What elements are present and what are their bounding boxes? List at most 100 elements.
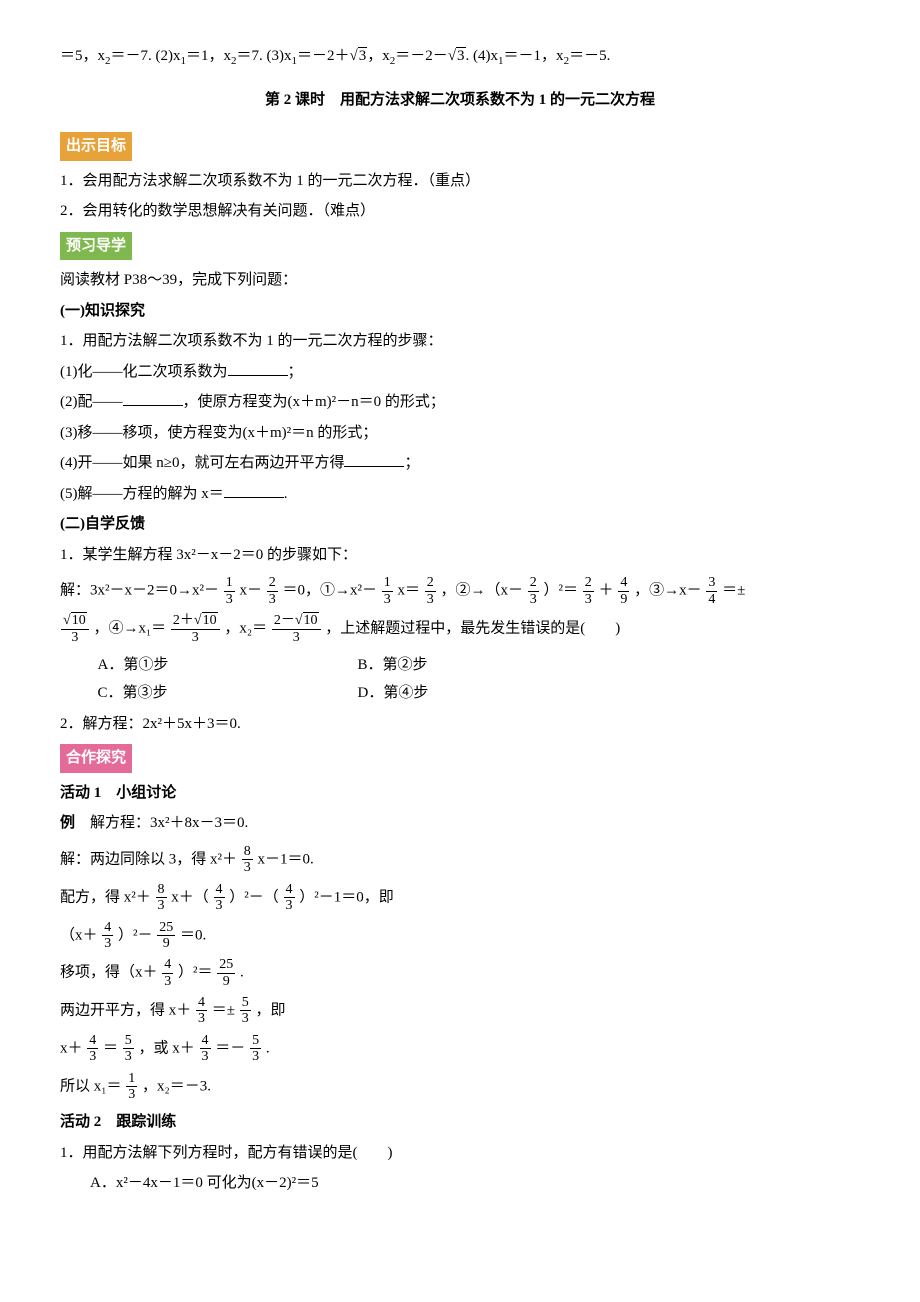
t: ）²－1＝0，即	[299, 889, 394, 905]
den: 4	[706, 592, 717, 607]
den: 3	[267, 592, 278, 607]
b1-choices-row1: A．第①步 B．第②步	[60, 651, 860, 680]
den: 3	[242, 860, 253, 875]
num: 4	[214, 882, 225, 898]
t: ）²＝	[544, 583, 579, 599]
den: 9	[618, 592, 629, 607]
num: 4	[162, 957, 173, 973]
den: 3	[583, 592, 594, 607]
choice-c: C．第③步	[98, 679, 358, 708]
a-step-3: (3)移——移项，使方程变为(x＋m)²＝n 的形式；	[60, 419, 860, 448]
t: ，上述解题过程中，最先发生错误的是( )	[325, 621, 620, 637]
den: 3	[528, 592, 539, 607]
t: ＝0，①→x²－	[283, 583, 378, 599]
num: 1	[126, 1071, 137, 1087]
den: 3	[214, 898, 225, 913]
den: 3	[250, 1049, 261, 1064]
a-step-1a: (1)化——化二次项系数为	[60, 364, 228, 380]
tag-goal: 出示目标	[60, 132, 132, 161]
t: ，x₂＝－3.	[142, 1078, 211, 1094]
den: 3	[196, 1011, 207, 1026]
t: x－1＝0.	[258, 851, 314, 867]
t: ＝－	[215, 1040, 245, 1056]
example-line: 例 解方程：3x²＋8x－3＝0.	[60, 809, 860, 838]
den: 3	[156, 898, 167, 913]
num: 25	[157, 920, 175, 936]
num: 1	[382, 575, 393, 591]
num: 4	[200, 1033, 211, 1049]
t: ，④→x₁＝	[93, 621, 166, 637]
t: ＝0.	[180, 927, 206, 943]
num: 3	[706, 575, 717, 591]
num: 2	[425, 575, 436, 591]
den: 3	[87, 1049, 98, 1064]
sol-l2: 配方，得 x²＋ 83 x＋（ 43 ）²－（ 43 ）²－1＝0，即	[60, 882, 860, 914]
num: 2	[583, 575, 594, 591]
t: 两边开平方，得 x＋	[60, 1002, 191, 1018]
a-step-4: (4)开——如果 n≥0，就可左右两边开平方得；	[60, 449, 860, 478]
den: 3	[162, 974, 173, 989]
t: ，②→（x－	[441, 583, 524, 599]
b1-intro: 1．某学生解方程 3x²－x－2＝0 的步骤如下：	[60, 541, 860, 570]
b1-work-line2: √103 ，④→x₁＝ 2＋√103 ，x₂＝ 2－√103 ，上述解题过程中，…	[60, 613, 860, 645]
num: 8	[242, 844, 253, 860]
t: 解：两边同除以 3，得 x²＋	[60, 851, 237, 867]
den: 3	[425, 592, 436, 607]
t: ）²－（	[229, 889, 279, 905]
num: 2	[267, 575, 278, 591]
t: ＝±	[722, 583, 745, 599]
a-step-5a: (5)解——方程的解为 x＝	[60, 486, 224, 502]
blank	[224, 482, 284, 498]
num: 4	[284, 882, 295, 898]
t: ，x₂＝	[224, 621, 267, 637]
t: ＋	[599, 583, 614, 599]
a-step-5b: .	[284, 486, 288, 502]
den: 3	[126, 1087, 137, 1102]
t: ，即	[256, 1002, 286, 1018]
r: 10	[303, 612, 319, 628]
blank	[344, 451, 404, 467]
t: 2＋	[173, 613, 194, 628]
a-step-2a: (2)配——	[60, 394, 123, 410]
num: 25	[217, 957, 235, 973]
num: 4	[87, 1033, 98, 1049]
den: 3	[123, 1049, 134, 1064]
tag-coop: 合作探究	[60, 744, 132, 773]
section-a-title: (一)知识探究	[60, 297, 860, 326]
num: 4	[196, 995, 207, 1011]
example-label: 例	[60, 815, 75, 831]
blank	[228, 360, 288, 376]
t: 解：3x²－x－2＝0→x²－	[60, 583, 219, 599]
den: 3	[382, 592, 393, 607]
num: 5	[123, 1033, 134, 1049]
num: 4	[102, 920, 113, 936]
t: x＋（	[171, 889, 209, 905]
a-step-1b: ；	[288, 364, 303, 380]
num: 5	[240, 995, 251, 1011]
lesson-title: 第 2 课时 用配方法求解二次项系数不为 1 的一元二次方程	[60, 86, 860, 115]
t: 移项，得（x＋	[60, 965, 158, 981]
t: 所以 x₁＝	[60, 1078, 121, 1094]
b2: 2．解方程：2x²＋5x＋3＝0.	[60, 710, 860, 739]
section-b-title: (二)自学反馈	[60, 510, 860, 539]
t: x＋	[60, 1040, 83, 1056]
q1: 1．用配方法解下列方程时，配方有错误的是( )	[60, 1139, 860, 1168]
t: ，③→x－	[634, 583, 702, 599]
t: ，或 x＋	[139, 1040, 195, 1056]
tag-preview: 预习导学	[60, 232, 132, 261]
den: 3	[272, 630, 321, 645]
a-step-5: (5)解——方程的解为 x＝.	[60, 480, 860, 509]
a-intro: 1．用配方法解二次项系数不为 1 的一元二次方程的步骤：	[60, 327, 860, 356]
den: 3	[284, 898, 295, 913]
blank	[123, 390, 183, 406]
previous-answers: ＝5，x2＝－7. (2)x1＝1，x2＝7. (3)x1＝－2＋√3，x2＝－…	[60, 42, 860, 72]
num: 4	[618, 575, 629, 591]
sol-l3: （x＋ 43 ）²－ 259 ＝0.	[60, 920, 860, 952]
a-step-2b: ，使原方程变为(x＋m)²－n＝0 的形式；	[183, 394, 445, 410]
t: （x＋	[60, 927, 98, 943]
num: 8	[156, 882, 167, 898]
num: 1	[224, 575, 235, 591]
sol-l1: 解：两边同除以 3，得 x²＋ 83 x－1＝0.	[60, 844, 860, 876]
num: 5	[250, 1033, 261, 1049]
den: 9	[217, 974, 235, 989]
